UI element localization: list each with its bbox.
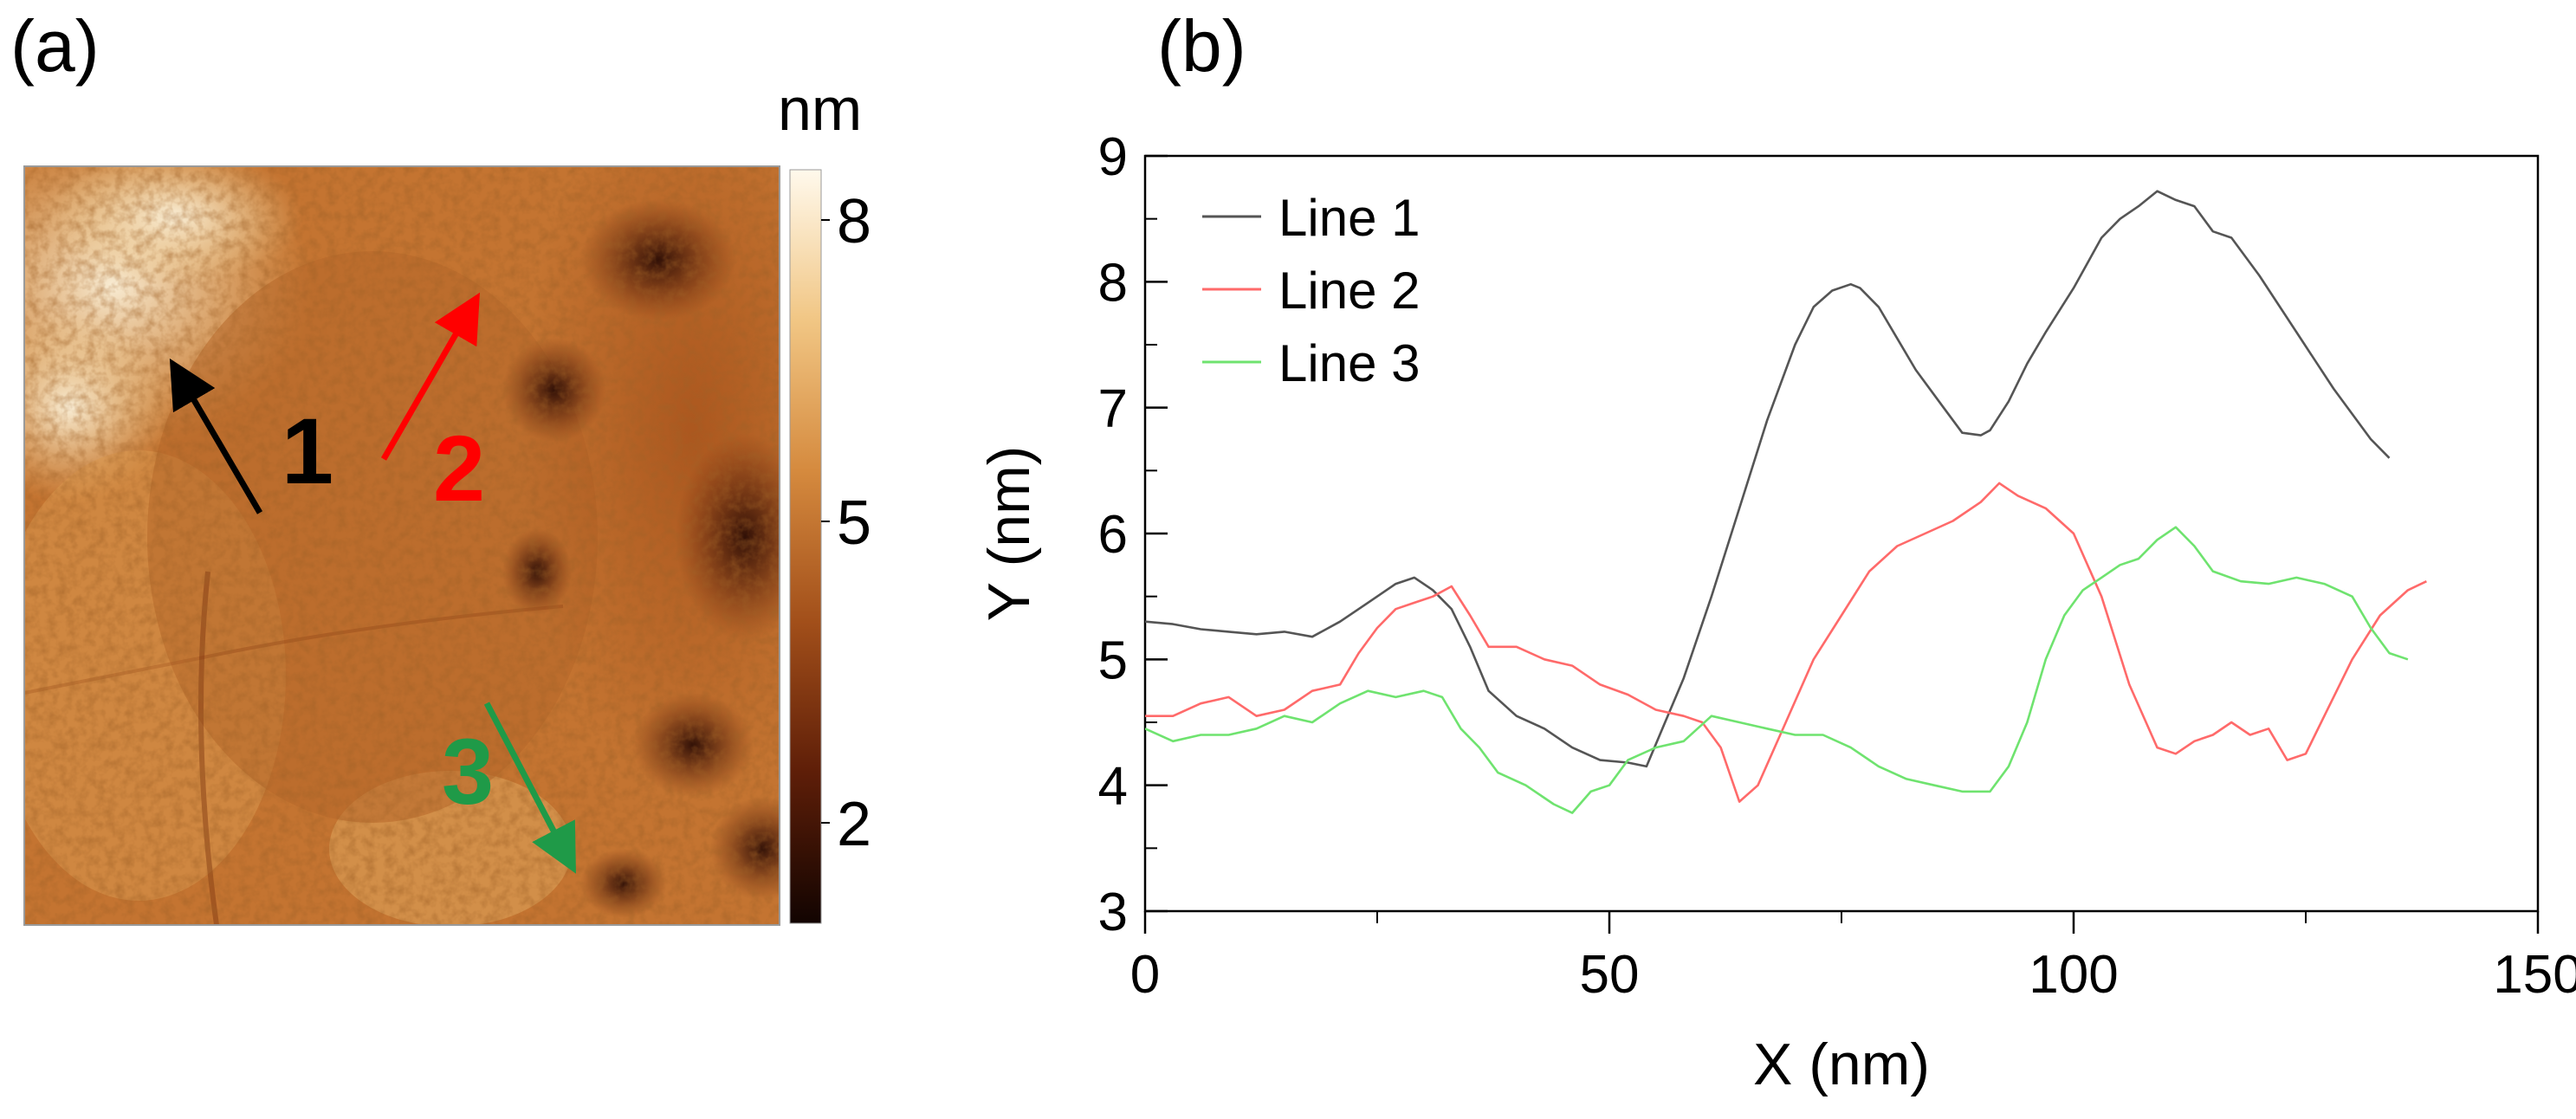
- profile-line-2-label: 2: [433, 416, 485, 521]
- colorbar-tick-label: 5: [837, 488, 871, 558]
- afm-image: [24, 166, 780, 925]
- x-axis-label: X (nm): [1753, 1032, 1930, 1097]
- profile-chart: 3 4 5 6 7 8 9 0 50 100 150 Line 1 Line 2 Line 3 X (n…: [976, 127, 2576, 1097]
- colorbar-tick-label: 2: [837, 790, 871, 859]
- profile-line-3-label: 3: [442, 719, 494, 824]
- legend-label-3: Line 3: [1278, 334, 1420, 392]
- panel-b-label: (b): [1157, 5, 1246, 87]
- y-axis-label: Y (nm): [976, 446, 1042, 622]
- panel-a-label: (a): [10, 5, 100, 87]
- profile-line-3-arrow: 3: [442, 702, 576, 874]
- x-tick-label: 0: [1130, 945, 1160, 1005]
- legend-label-2: Line 2: [1278, 262, 1420, 320]
- x-tick-label: 50: [1580, 945, 1640, 1005]
- profile-line-1-label: 1: [282, 398, 333, 503]
- colorbar-tick-label: 8: [837, 187, 871, 256]
- y-tick-label: 8: [1098, 253, 1128, 313]
- y-tick-label: 9: [1098, 127, 1128, 187]
- series-line-1: [1145, 190, 2391, 768]
- x-tick-label: 100: [2029, 945, 2118, 1005]
- series-line-3: [1145, 526, 2409, 814]
- y-tick-label: 6: [1098, 505, 1128, 565]
- y-tick-label: 4: [1098, 757, 1128, 817]
- y-tick-label: 7: [1098, 379, 1128, 439]
- legend-label-1: Line 1: [1278, 189, 1420, 247]
- series-line-2: [1145, 482, 2427, 803]
- colorbar: 8 5 2 nm: [778, 75, 871, 924]
- profile-line-1-arrow: 1: [169, 358, 333, 514]
- y-tick-label: 3: [1098, 883, 1128, 942]
- y-tick-label: 5: [1098, 631, 1128, 690]
- legend: Line 1 Line 2 Line 3: [1202, 189, 1420, 392]
- profile-line-2-arrow: 2: [380, 292, 485, 521]
- colorbar-unit: nm: [778, 75, 862, 143]
- x-tick-label: 150: [2493, 945, 2576, 1005]
